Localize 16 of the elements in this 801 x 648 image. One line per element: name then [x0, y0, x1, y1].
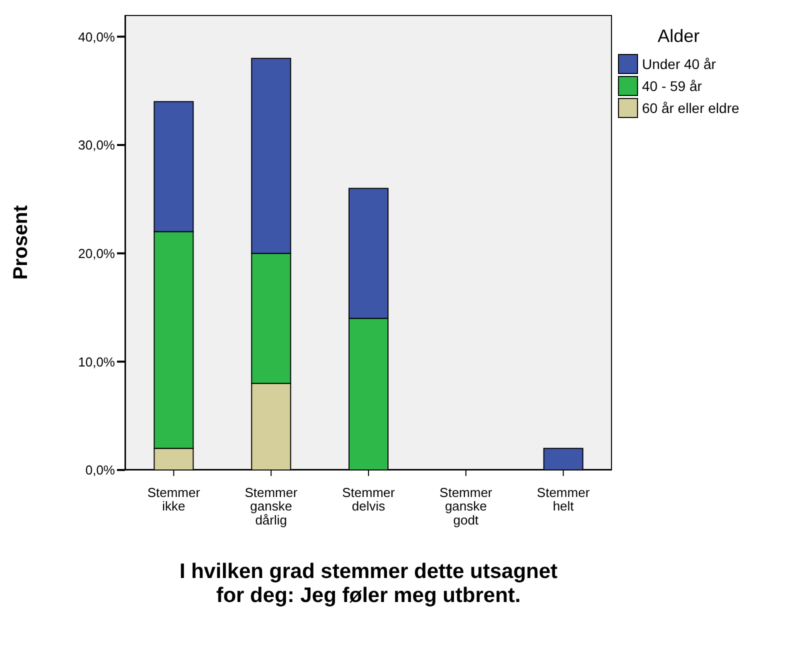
y-tick-label: 20,0% [78, 246, 116, 261]
x-axis-title: I hvilken grad stemmer dette utsagnet for deg: Jeg føler meg utbrent. [178, 560, 559, 608]
legend-title: Alder [656, 26, 701, 47]
legend-label: 60 år eller eldre [642, 100, 740, 116]
x-tick-label: Stemmer ganske dårlig [244, 485, 298, 528]
y-tick-label: 0,0% [85, 462, 116, 478]
x-tick-label: Stemmer helt [536, 485, 590, 514]
x-tick-label: Stemmer ganske godt [440, 485, 493, 528]
y-tick-label: 10,0% [78, 354, 116, 370]
y-axis-title: Prosent [10, 204, 32, 280]
legend-label: 40 - 59 år [642, 78, 702, 94]
y-tick-label: 40,0% [78, 29, 116, 44]
x-tick-label: Stemmer delvis [342, 485, 396, 514]
y-tick-label: 30,0% [78, 138, 116, 153]
legend-label: Under 40 år [642, 56, 716, 72]
x-tick-label: Stemmer ikke [147, 485, 201, 514]
